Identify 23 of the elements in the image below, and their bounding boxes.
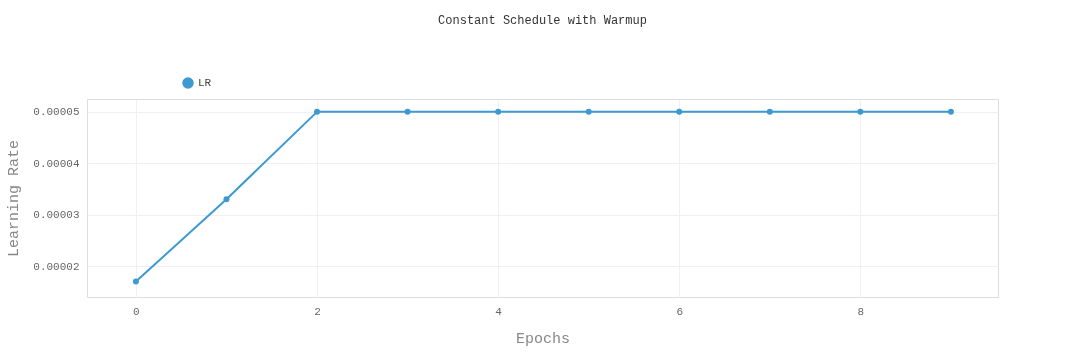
- point: [314, 108, 321, 115]
- point: [495, 108, 502, 115]
- point: [585, 108, 592, 115]
- point: [766, 108, 773, 115]
- x-axis-title: Epochs: [515, 330, 571, 348]
- y-tick-label: 0.00004: [33, 157, 80, 170]
- legend-label: LR: [198, 77, 212, 89]
- chart-title: Constant Schedule with Warmup: [438, 14, 647, 28]
- point: [404, 108, 411, 115]
- x-tick-label: 8: [857, 305, 865, 318]
- y-tick-label: 0.00005: [33, 106, 80, 119]
- x-tick-label: 4: [495, 305, 503, 318]
- point: [132, 278, 139, 285]
- point: [857, 108, 864, 115]
- y-tick-label: 0.00002: [33, 260, 80, 273]
- y-tick-label: 0.00003: [33, 209, 80, 222]
- x-tick-label: 0: [133, 305, 140, 318]
- x-tick-label: 6: [676, 305, 684, 318]
- point: [947, 108, 954, 115]
- x-tick-label: 2: [314, 305, 321, 318]
- point: [223, 196, 230, 203]
- point: [676, 108, 683, 115]
- y-axis-title: Learning Rate: [6, 139, 24, 258]
